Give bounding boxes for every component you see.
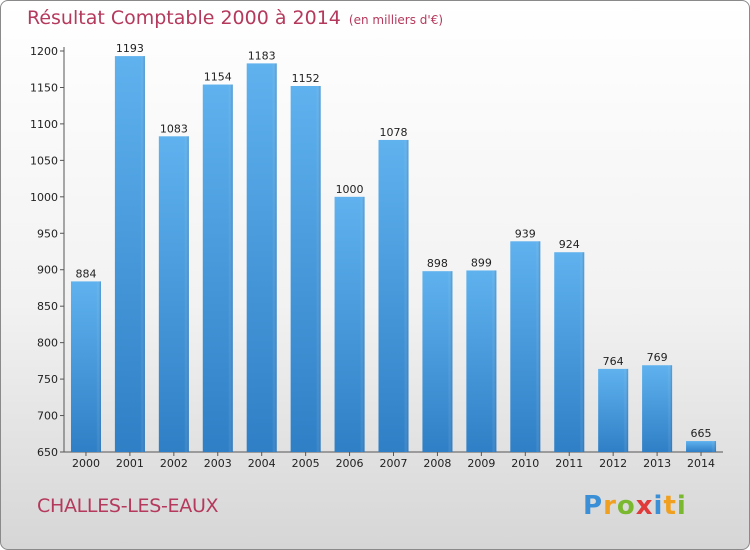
bar-shade-2004 (246, 63, 277, 453)
bar-shade-2010 (510, 241, 541, 452)
x-tick-label-2012: 2012 (599, 457, 627, 470)
value-label-2007: 1078 (380, 126, 408, 139)
logo-letter: i (653, 491, 664, 521)
chart-title: Résultat Comptable 2000 à 2014 (en millie… (27, 7, 443, 29)
x-tick-label-2003: 2003 (204, 457, 232, 470)
bar-shade-2013 (642, 365, 673, 452)
y-tick-label: 900 (37, 264, 58, 277)
bar-shade-2012 (598, 368, 629, 452)
logo-letter: t (663, 491, 677, 521)
bar-shade-2011 (554, 252, 585, 452)
y-tick-label: 800 (37, 337, 58, 350)
value-label-2004: 1183 (248, 49, 276, 62)
value-labels: 884 1193 1083 1154 1183 1152 1000 1078 898 899 939… (75, 42, 711, 440)
y-tick-label: 950 (37, 227, 58, 240)
bar-shade-2002 (158, 136, 189, 452)
value-label-2003: 1154 (204, 71, 232, 84)
x-tick-label-2002: 2002 (160, 457, 188, 470)
x-tick-label-2005: 2005 (292, 457, 320, 470)
bar-shade-2008 (422, 271, 453, 452)
x-tick-label-2007: 2007 (380, 457, 408, 470)
chart-subtitle: (en milliers d'€) (348, 13, 444, 27)
y-tick-label: 750 (37, 373, 58, 386)
bar-shade-2006 (334, 196, 365, 452)
chart-title-main: Résultat Comptable 2000 à 2014 (27, 7, 341, 29)
value-label-2000: 884 (75, 267, 96, 280)
x-tick-label-2004: 2004 (248, 457, 276, 470)
bars (70, 56, 717, 453)
x-tick-label-2013: 2013 (643, 457, 671, 470)
value-label-2010: 939 (515, 227, 536, 240)
bar-shade-2005 (290, 85, 321, 452)
bar-shade-2007 (378, 139, 409, 452)
y-tick-label: 700 (37, 410, 58, 423)
value-label-2012: 764 (603, 355, 624, 368)
bar-shade-2014 (686, 441, 717, 452)
x-tick-label-2001: 2001 (116, 457, 144, 470)
city-name: CHALLES-LES-EAUX (37, 495, 219, 517)
y-tick-label: 650 (37, 446, 58, 459)
value-label-2006: 1000 (336, 183, 364, 196)
value-label-2011: 924 (559, 238, 580, 251)
y-tick-label: 1000 (30, 191, 58, 204)
y-tick-label: 1200 (30, 45, 58, 58)
value-label-2014: 665 (691, 427, 712, 440)
logo-letter: i (676, 491, 687, 521)
y-tick-label: 850 (37, 300, 58, 313)
value-label-2002: 1083 (160, 122, 188, 135)
x-tick-label-2000: 2000 (72, 457, 100, 470)
value-label-2001: 1193 (116, 42, 144, 55)
bar-shade-2009 (466, 270, 497, 452)
x-tick-label-2008: 2008 (423, 457, 451, 470)
bar-shade-2000 (70, 281, 101, 452)
logo-letter: x (635, 491, 654, 521)
logo-letter: P (583, 491, 604, 521)
bar-shade-2003 (202, 84, 233, 453)
value-label-2005: 1152 (292, 72, 320, 85)
y-tick-label: 1100 (30, 118, 58, 131)
proxiti-logo: Proxiti (583, 491, 687, 521)
y-tick-label: 1150 (30, 81, 58, 94)
x-tick-label-2010: 2010 (511, 457, 539, 470)
x-tick-label-2011: 2011 (555, 457, 583, 470)
bar-shade-2001 (114, 56, 145, 452)
value-label-2008: 898 (427, 257, 448, 270)
y-tick-label: 1050 (30, 154, 58, 167)
logo-letter: r (603, 491, 617, 521)
x-tick-label-2006: 2006 (336, 457, 364, 470)
x-tick-label-2014: 2014 (687, 457, 715, 470)
value-label-2009: 899 (471, 256, 492, 269)
x-tick-label-2009: 2009 (467, 457, 495, 470)
value-label-2013: 769 (647, 351, 668, 364)
logo-letter: o (616, 491, 636, 521)
